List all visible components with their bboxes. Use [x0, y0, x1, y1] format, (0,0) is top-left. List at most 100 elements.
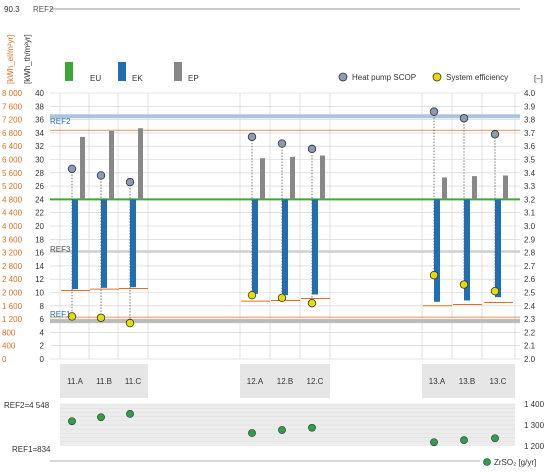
system-efficiency-point: [429, 271, 439, 280]
system-efficiency-point: [67, 312, 77, 321]
bottom-tick-label: 1 300: [524, 421, 545, 430]
ref1-label: REF1: [50, 310, 71, 319]
category-label: 12.A: [247, 377, 264, 386]
right-tick-label: 3.0: [524, 222, 536, 231]
right-tick-label: 2.2: [524, 328, 536, 337]
ek-bar: [495, 199, 501, 298]
scop-point: [125, 177, 135, 187]
right-tick-label: 3.2: [524, 195, 536, 204]
system-efficiency-point: [277, 293, 287, 303]
orange-tick-label: 3 200: [2, 249, 23, 258]
right-tick-label: 2.6: [524, 275, 536, 284]
scop-point: [307, 144, 317, 154]
left-tick-label: 34: [35, 129, 44, 138]
orange-tick-label: 5 200: [2, 182, 23, 191]
zrso-legend-label: ZrSO₂ [g/yr]: [494, 458, 536, 467]
orange-tick-label: 2 000: [2, 289, 23, 298]
category-label: 13.B: [459, 377, 475, 386]
left-tick-label: 22: [35, 209, 44, 218]
system-efficiency-point: [459, 280, 469, 289]
left-tick-label: 0: [40, 355, 45, 364]
left-tick-label: 28: [35, 169, 44, 178]
system-efficiency-point: [125, 318, 135, 328]
ref1-band: [50, 319, 520, 324]
bottom-ref1-label: REF1=834: [12, 445, 51, 454]
legend-ep-swatch: [174, 62, 182, 81]
ep-bar: [320, 155, 325, 200]
right-tick-label: 3.9: [524, 102, 536, 111]
left-tick-label: 16: [35, 249, 44, 258]
left-tick-label: 36: [35, 116, 44, 125]
left-tick-label: 2: [40, 342, 45, 351]
legend-scop-label: Heat pump SCOP: [352, 73, 416, 82]
left-tick-label: 4: [40, 328, 45, 337]
left-tick-label: 12: [35, 275, 44, 284]
ep-bar: [472, 176, 477, 200]
top-ref-name: REF2: [33, 5, 54, 14]
right-tick-label: 3.5: [524, 156, 536, 165]
ep-bar: [442, 177, 447, 200]
right-tick-label: 3.4: [524, 169, 536, 178]
right-tick-label: 3.3: [524, 182, 536, 191]
ek-bar: [464, 199, 470, 301]
ek-bar: [130, 199, 136, 288]
orange-tick-label: 6 000: [2, 156, 23, 165]
zrso-point: [491, 434, 499, 443]
orange-tick-label: 3 600: [2, 235, 23, 244]
right-tick-label: 2.4: [524, 302, 536, 311]
left-tick-label: 20: [35, 222, 44, 231]
legend-eu-swatch: [65, 62, 73, 81]
orange-tick-label: 1 600: [2, 302, 23, 311]
category-label: 12.B: [277, 377, 293, 386]
right-tick-label: 2.3: [524, 315, 536, 324]
category-label: 11.B: [96, 377, 112, 386]
right-axis-label: [–]: [534, 74, 543, 83]
category-label: 11.C: [125, 377, 142, 386]
category-layer: 11.A 11.B 11.C 12.A 12.B 12.C 13.A 13.B 13.C: [67, 377, 507, 386]
ek-bar: [101, 199, 107, 288]
bottom-tick-label: 1 400: [524, 400, 545, 409]
ep-bar: [109, 130, 114, 200]
orange-tick-label: 6 800: [2, 129, 23, 138]
orange-tick-label: 5 600: [2, 169, 23, 178]
ep-bar: [290, 156, 295, 200]
ref3-label: REF3: [50, 245, 71, 254]
ep-bar: [503, 175, 508, 200]
orange-tick-label: 7 600: [2, 102, 23, 111]
category-label: 13.C: [490, 377, 507, 386]
scop-point: [67, 164, 77, 174]
orange-tick-label: 1 200: [2, 315, 23, 324]
left-axis-orange-label: [kWh_el/m²yr]: [6, 35, 15, 84]
zrso-point: [68, 417, 76, 426]
right-tick-label: 2.0: [524, 355, 536, 364]
orange-tick-label: 2 400: [2, 275, 23, 284]
left-tick-label: 26: [35, 182, 44, 191]
left-axis-gray-label: [kWh_th/m²yr]: [23, 34, 32, 84]
scop-point: [429, 107, 439, 116]
ek-bar: [434, 199, 440, 302]
right-tick-label: 2.5: [524, 289, 536, 298]
right-tick-label: 2.8: [524, 249, 536, 258]
bottom-ref2-label: REF2=4 548: [4, 401, 50, 410]
scop-point: [459, 114, 469, 123]
left-tick-label: 38: [35, 102, 44, 111]
orange-tick-label: 2 800: [2, 262, 23, 271]
bottom-tick-label: 1 200: [524, 442, 545, 451]
orange-tick-label: 7 200: [2, 116, 23, 125]
ek-bar: [282, 199, 288, 296]
scop-point: [277, 139, 287, 148]
left-tick-label: 30: [35, 156, 44, 165]
left-tick-label: 10: [35, 289, 44, 298]
category-label: 13.A: [429, 377, 446, 386]
right-tick-label: 2.9: [524, 235, 536, 244]
orange-tick-label: 6 400: [2, 142, 23, 151]
orange-tick-label: 4 400: [2, 209, 23, 218]
orange-tick-label: 400: [2, 342, 16, 351]
system-efficiency-point: [247, 290, 257, 300]
category-panel: [422, 364, 515, 398]
zrso-point: [460, 436, 468, 445]
left-tick-label: 6: [40, 315, 45, 324]
system-efficiency-point: [307, 298, 317, 308]
ek-bar: [252, 199, 258, 294]
